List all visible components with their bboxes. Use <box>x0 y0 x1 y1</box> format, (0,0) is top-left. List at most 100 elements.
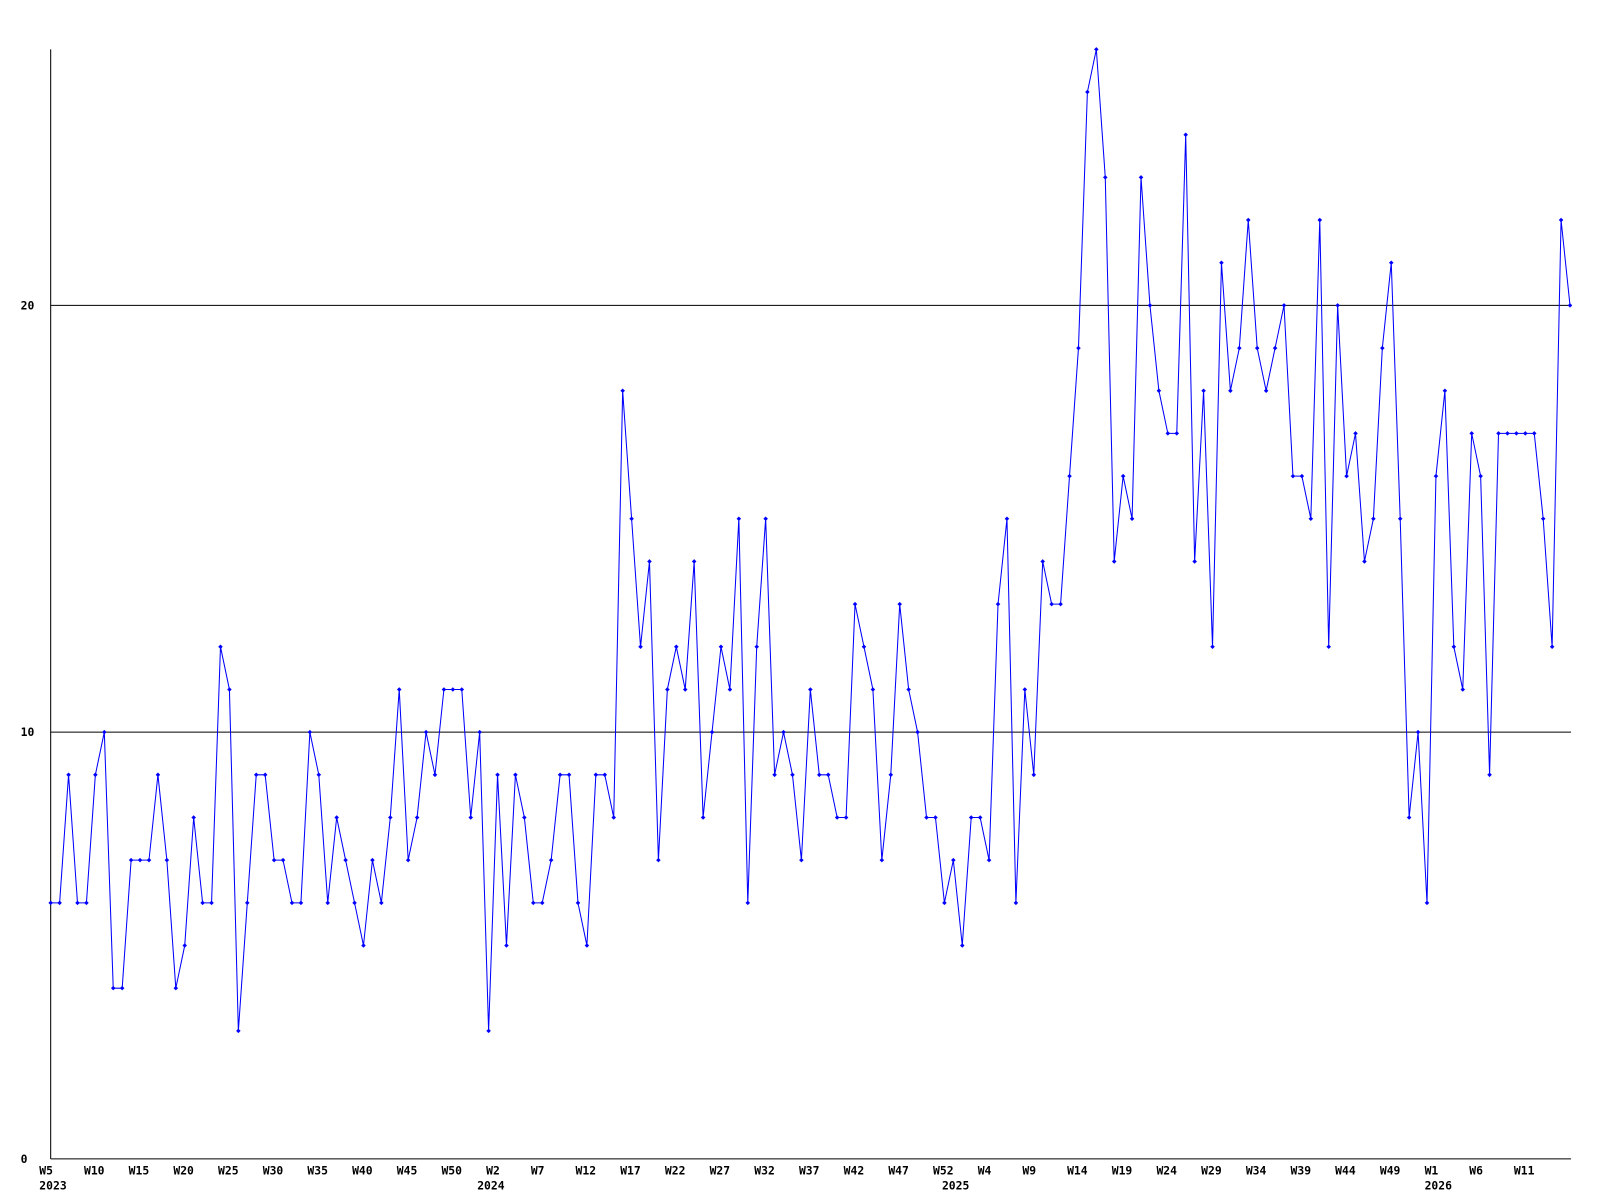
data-point <box>1201 388 1206 394</box>
data-point <box>271 857 277 863</box>
data-point <box>48 900 53 906</box>
data-point <box>968 815 974 820</box>
data-point <box>396 687 402 692</box>
data-point <box>1129 516 1135 522</box>
data-point <box>817 772 822 778</box>
data-point <box>1022 687 1028 692</box>
data-point <box>1442 388 1448 394</box>
data-point <box>1040 559 1045 564</box>
data-point <box>539 900 545 906</box>
data-point <box>477 729 482 735</box>
data-point <box>1272 345 1278 351</box>
data-point <box>1156 388 1162 394</box>
data-point <box>834 815 840 820</box>
data-point <box>977 815 983 820</box>
data-point <box>531 900 536 906</box>
data-point <box>1397 516 1403 522</box>
x-tick-label: W50 <box>441 1163 462 1177</box>
y-tick-label: 10 <box>21 725 35 739</box>
data-point <box>1058 601 1063 607</box>
data-point <box>691 559 697 564</box>
x-tick-label: W15 <box>129 1163 150 1177</box>
x-tick-label: W25 <box>218 1163 239 1177</box>
data-point <box>1147 303 1153 308</box>
data-point <box>450 687 456 692</box>
data-point <box>1406 815 1412 820</box>
data-point <box>1299 473 1305 479</box>
data-point <box>933 815 938 820</box>
data-point <box>236 1028 241 1034</box>
data-point <box>548 857 554 863</box>
data-point <box>361 943 366 948</box>
data-point <box>951 857 956 863</box>
x-tick-label: W39 <box>1291 1163 1312 1177</box>
data-point <box>352 900 357 906</box>
data-point <box>718 644 724 650</box>
y-tick-label: 20 <box>21 299 35 313</box>
data-point <box>1067 473 1072 479</box>
data-point <box>1478 473 1483 479</box>
data-point <box>1120 473 1126 479</box>
data-point <box>128 857 134 863</box>
x-tick-label: W5 <box>39 1163 53 1177</box>
data-point <box>602 772 608 778</box>
data-point <box>700 815 706 820</box>
data-point <box>102 729 107 735</box>
data-point <box>1174 431 1180 436</box>
data-point <box>1549 644 1555 650</box>
data-point <box>986 857 992 863</box>
data-point <box>575 900 581 906</box>
data-point <box>522 815 527 820</box>
data-point <box>754 644 759 650</box>
data-point <box>75 900 80 906</box>
data-point <box>84 900 89 906</box>
x-tick-label: W24 <box>1156 1163 1177 1177</box>
data-point <box>1326 644 1331 650</box>
x-tick-label: W40 <box>352 1163 373 1177</box>
data-point <box>1138 175 1144 180</box>
data-point <box>1004 516 1010 522</box>
data-point <box>736 516 742 522</box>
data-point <box>879 857 885 863</box>
data-point <box>1263 388 1269 394</box>
data-point <box>995 601 1001 607</box>
data-point <box>629 516 634 522</box>
x-tick-label: W49 <box>1380 1163 1401 1177</box>
data-point <box>960 943 965 948</box>
data-point <box>1531 431 1537 436</box>
x-tick-label: W42 <box>844 1163 865 1177</box>
data-point <box>432 772 438 778</box>
data-point <box>1424 900 1430 906</box>
data-point <box>727 687 733 692</box>
data-point <box>790 772 795 778</box>
data-point <box>1353 431 1358 436</box>
data-point <box>942 900 947 906</box>
data-point <box>1362 559 1367 564</box>
data-point <box>1192 559 1197 564</box>
x-tick-label: W44 <box>1335 1163 1356 1177</box>
x-tick-label: W19 <box>1112 1163 1133 1177</box>
data-point <box>1049 601 1054 607</box>
data-point <box>557 772 563 778</box>
data-point <box>137 857 143 863</box>
x-tick-label: W37 <box>799 1163 820 1177</box>
x-tick-label: W1 <box>1425 1163 1439 1177</box>
data-point <box>182 943 188 948</box>
data-point <box>495 772 500 778</box>
data-point <box>1254 345 1260 351</box>
data-point <box>1183 132 1188 137</box>
data-point <box>379 900 384 906</box>
data-point <box>155 772 161 778</box>
data-point <box>370 857 375 863</box>
x-tick-label: W32 <box>754 1163 775 1177</box>
x-tick-label: W2 <box>486 1163 500 1177</box>
data-point <box>1415 729 1421 735</box>
data-point <box>414 815 420 820</box>
data-point <box>93 772 98 778</box>
data-point <box>1031 772 1037 778</box>
x-tick-label: W14 <box>1067 1163 1088 1177</box>
x-tick-label: W7 <box>531 1163 545 1177</box>
x-tick-label: W17 <box>620 1163 641 1177</box>
data-point <box>209 900 214 906</box>
data-point <box>1451 644 1457 650</box>
